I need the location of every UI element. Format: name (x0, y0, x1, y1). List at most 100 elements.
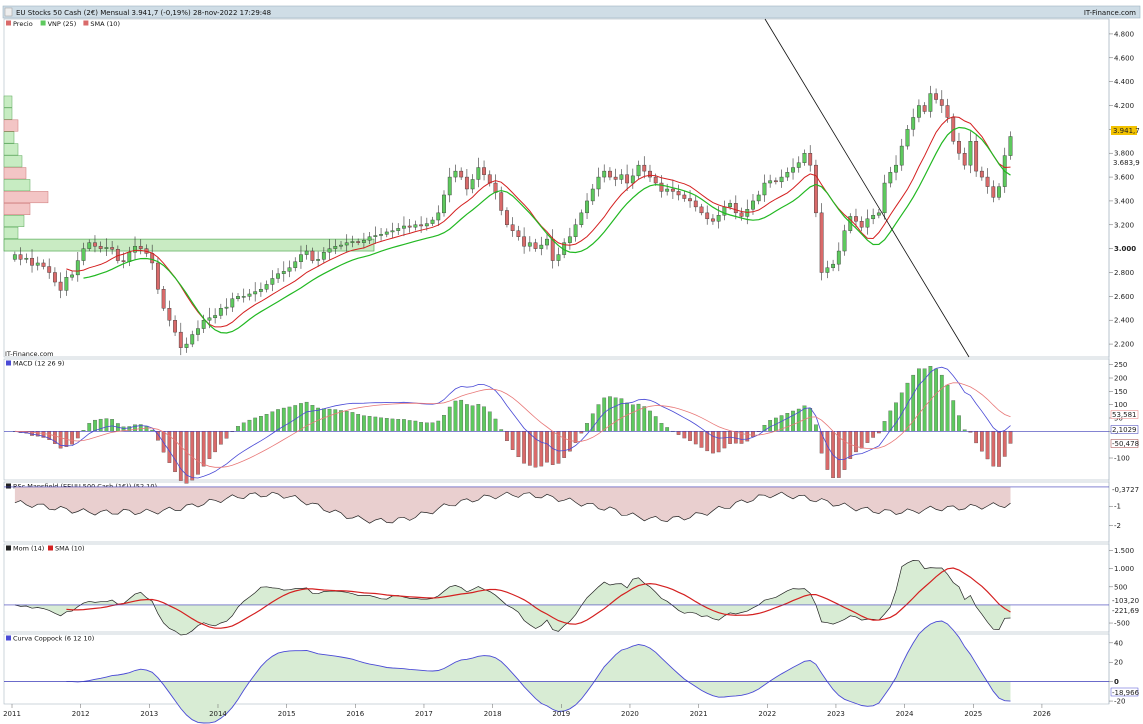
candle-bull (424, 223, 429, 227)
candle-bear (505, 210, 509, 225)
candle-bear (18, 254, 23, 260)
candle-bear (693, 200, 698, 208)
macd-histogram-bar (339, 410, 343, 432)
y-tick-label: 0 (1114, 678, 1119, 686)
candle-bull (836, 250, 841, 265)
macd-histogram-bar (545, 431, 549, 463)
momentum-area (14, 560, 1011, 635)
candle-bull (241, 296, 246, 298)
macd-histogram-bar (424, 422, 429, 432)
momentum-sma-tag: -221,69 (1112, 607, 1139, 615)
candle-bull (367, 236, 372, 241)
candle-bull (396, 228, 401, 231)
last-price-tag: 3.941,7 (1113, 127, 1140, 135)
macd-histogram-bar (218, 431, 223, 445)
macd-histogram-bar (814, 424, 818, 432)
macd-histogram-bar (505, 431, 509, 442)
legend-entry: VNP (25) (48, 20, 77, 28)
window-icon[interactable] (4, 7, 13, 17)
y-tick-label: 4.600 (1114, 54, 1134, 62)
x-tick-label: 2018 (484, 710, 502, 718)
macd-histogram-bar (510, 431, 515, 450)
candle-bull (476, 167, 481, 180)
macd-histogram-bar (310, 405, 315, 432)
candle-bear (922, 105, 927, 112)
macd-histogram-bar (430, 422, 435, 432)
candle-bear (138, 246, 143, 249)
candle-bull (133, 246, 137, 253)
x-tick-label: 2026 (1033, 710, 1051, 718)
x-axis: 2011 2012 2013 2014 2015 2016 2017 2018 2019 2020… (3, 704, 1051, 718)
legend-entry: SMA (10) (90, 20, 120, 28)
macd-histogram-bar (373, 416, 378, 432)
candle-bull (802, 153, 807, 163)
candle-bull (184, 343, 189, 348)
candle-bear (41, 262, 46, 267)
macd-histogram-bar (407, 420, 412, 432)
candlestick-series (12, 85, 1013, 356)
candle-bull (825, 267, 830, 273)
candle-bear (688, 198, 692, 202)
y-tick-label: 4.200 (1114, 102, 1134, 110)
macd-histogram-bar (327, 408, 332, 432)
macd-histogram-bar (350, 412, 355, 432)
mansfield-panel: -1 -2 RSc Mansfield (EEUU 500 Cash (1€)) (… (4, 483, 1139, 530)
candle-bull (264, 284, 269, 290)
candle-bull (299, 254, 303, 262)
candle-bear (464, 176, 469, 190)
candle-bear (356, 241, 361, 243)
volume-profile-bar (3, 214, 25, 227)
candle-bear (962, 153, 967, 166)
candle-bull (207, 317, 212, 321)
trendline[interactable] (764, 18, 970, 358)
volume-profile-bar (3, 95, 13, 108)
candle-bull (905, 129, 910, 147)
legend-swatch (6, 360, 11, 366)
x-tick-label: 2015 (278, 710, 296, 718)
volume-profile-bar (3, 167, 27, 180)
candle-bull (339, 244, 343, 247)
macd-value-tag-bg (1110, 439, 1139, 448)
candle-bear (733, 203, 738, 214)
macd-histogram-bar (447, 406, 452, 432)
candle-bear (613, 176, 618, 180)
candle-bull (831, 263, 836, 268)
macd-line (14, 366, 1011, 479)
y-tick-label: 3.800 (1114, 150, 1134, 158)
y-tick-label: 4.800 (1114, 30, 1134, 38)
candle-bull (236, 296, 240, 299)
legend-entry: Curva Coppock (6 12 10) (13, 635, 94, 643)
macd-histogram-bar (871, 431, 876, 438)
volume-profile-bar (3, 191, 49, 204)
candle-bull (573, 224, 578, 237)
candle-bear (533, 242, 538, 249)
macd-histogram-bar (825, 431, 830, 470)
volume-profile-bar (3, 119, 19, 132)
candle-bull (293, 261, 298, 268)
macd-histogram-bar (613, 397, 618, 432)
macd-histogram-bar (693, 431, 698, 445)
mansfield-value-tag: -0,3727 (1112, 486, 1139, 494)
candle-bull (894, 164, 898, 173)
candle-bull (1008, 136, 1013, 156)
macd-histogram-bar (842, 431, 847, 470)
candle-bear (173, 320, 177, 333)
macd-histogram-bar (979, 431, 984, 452)
candle-bear (819, 212, 824, 273)
macd-histogram-bar (585, 423, 589, 432)
candle-bull (304, 250, 309, 255)
y-tick-label: 3.200 (1114, 221, 1134, 229)
macd-histogram-bar (178, 431, 183, 481)
macd-histogram-bar (522, 431, 526, 464)
candle-bull (865, 218, 870, 228)
x-tick-label: 2011 (3, 710, 21, 718)
candle-bull (751, 200, 755, 210)
candle-bull (24, 257, 29, 260)
candle-bear (459, 170, 464, 178)
candle-bull (716, 215, 721, 222)
candle-bull (579, 212, 584, 225)
y-tick-label: 250 (1114, 361, 1127, 369)
candle-bear (407, 225, 412, 228)
candle-bull (791, 167, 795, 173)
candle-bull (527, 242, 532, 247)
